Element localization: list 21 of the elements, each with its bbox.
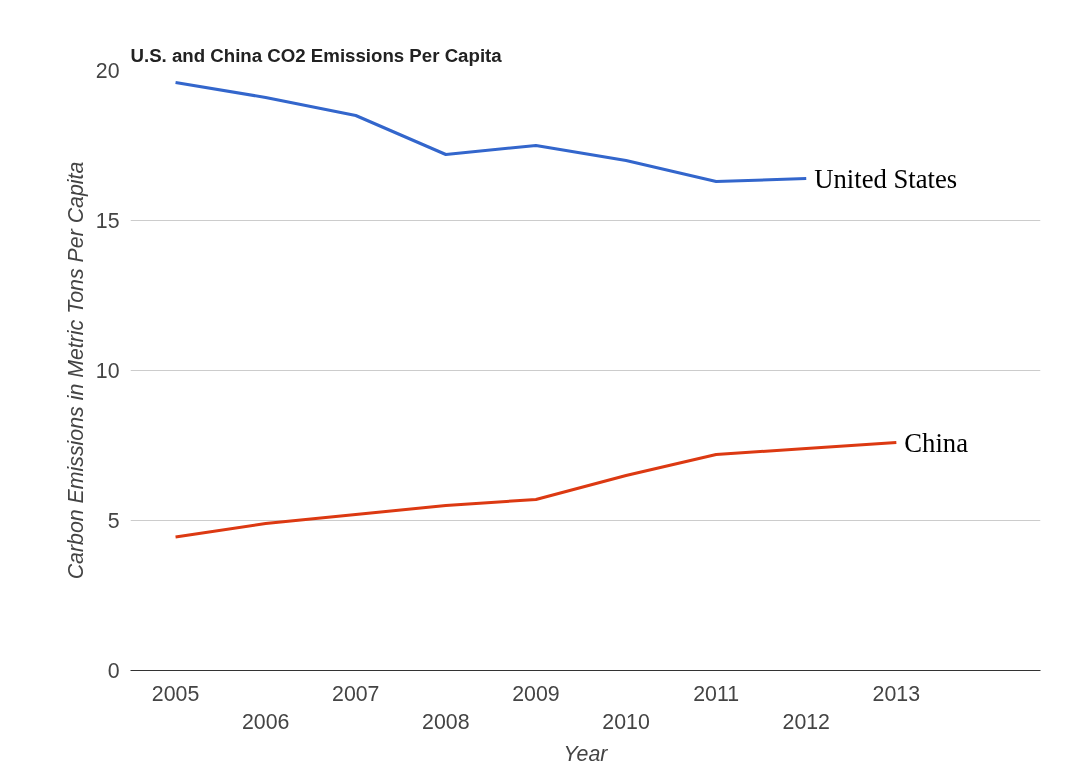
x-tick-label: 2005 — [151, 681, 200, 706]
series-label: China — [904, 427, 969, 458]
x-tick-label: 2009 — [512, 681, 560, 706]
x-tick-label: 2007 — [332, 681, 380, 706]
x-axis-title: Year — [563, 742, 609, 767]
x-tick-label: 2008 — [422, 710, 470, 735]
chart-title: U.S. and China CO2 Emissions Per Capita — [130, 44, 503, 66]
line-series — [174, 81, 808, 183]
x-tick-label: 2013 — [872, 681, 921, 706]
x-tick-label: 2010 — [602, 710, 650, 735]
x-tick-label: 2011 — [693, 681, 740, 706]
x-tick-label: 2006 — [241, 710, 290, 735]
y-tick-label: 15 — [95, 209, 120, 233]
series-label: United States — [814, 163, 958, 194]
x-tick-label: 2012 — [782, 710, 830, 735]
line-series — [174, 441, 898, 539]
y-axis-title: Carbon Emissions in Metric Tons Per Capita — [63, 161, 88, 580]
y-tick-label: 5 — [107, 509, 120, 533]
y-tick-label: 10 — [95, 359, 120, 383]
y-tick-label: 0 — [107, 659, 120, 683]
y-tick-label: 20 — [95, 59, 120, 83]
